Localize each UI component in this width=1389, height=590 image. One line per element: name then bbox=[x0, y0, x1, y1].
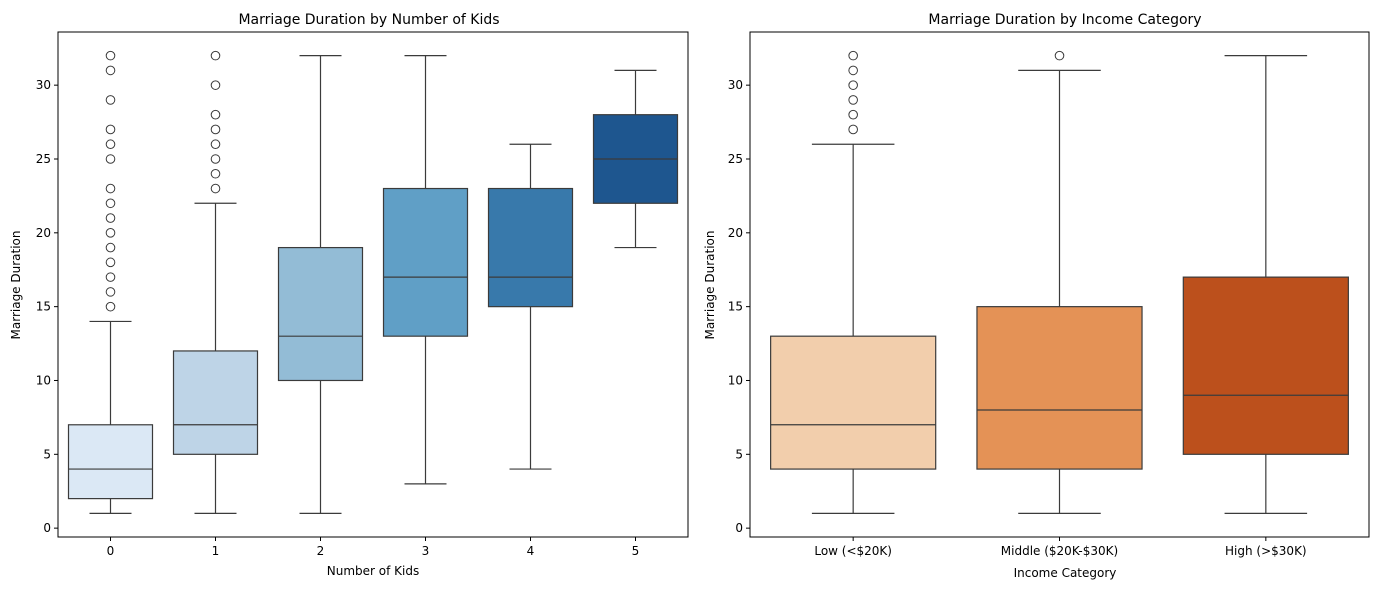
outlier-point bbox=[105, 228, 116, 238]
outlier-point bbox=[105, 183, 116, 194]
box-iqr bbox=[172, 350, 259, 455]
outlier-point bbox=[848, 65, 858, 76]
outlier-point bbox=[210, 80, 221, 90]
y-tick-label: 25 bbox=[728, 152, 743, 166]
y-tick-label: 20 bbox=[36, 226, 51, 240]
y-tick-label: 20 bbox=[728, 226, 743, 240]
y-tick-label: 15 bbox=[36, 300, 51, 314]
box-iqr bbox=[1182, 276, 1349, 455]
y-tick-label: 0 bbox=[735, 521, 743, 535]
chart-title: Marriage Duration by Number of Kids bbox=[238, 12, 499, 28]
box-iqr bbox=[487, 187, 574, 308]
income-boxplot-panel: Marriage Duration by Income Category Inc… bbox=[703, 12, 1370, 580]
outlier-point bbox=[848, 95, 858, 105]
y-tick-label: 0 bbox=[43, 521, 51, 535]
outlier-point bbox=[210, 109, 221, 120]
x-tick-label: 1 bbox=[212, 544, 220, 558]
y-axis-label: Marriage Duration bbox=[9, 231, 23, 340]
outlier-point bbox=[105, 272, 116, 282]
x-tick-label: 5 bbox=[632, 544, 640, 558]
y-tick-label: 25 bbox=[36, 152, 51, 166]
y-axis-label: Marriage Duration bbox=[703, 231, 717, 340]
outlier-point bbox=[105, 139, 116, 150]
outlier-point bbox=[105, 242, 116, 253]
x-tick-label: 4 bbox=[527, 544, 535, 558]
x-tick-label: Low (<$20K) bbox=[814, 544, 892, 558]
y-tick-label: 10 bbox=[36, 373, 51, 387]
outlier-point bbox=[105, 95, 116, 105]
y-tick-label: 15 bbox=[728, 300, 743, 314]
plot-frame bbox=[57, 31, 689, 538]
outlier-point bbox=[105, 213, 116, 223]
outlier-point bbox=[848, 80, 858, 90]
kids-boxplot-panel: Marriage Duration by Number of Kids Numb… bbox=[9, 12, 689, 578]
outlier-point bbox=[210, 183, 221, 194]
y-tick-label: 30 bbox=[36, 78, 51, 92]
box-iqr bbox=[277, 246, 364, 382]
outlier-point bbox=[848, 124, 858, 135]
x-axis-label: Number of Kids bbox=[327, 564, 419, 578]
box-iqr bbox=[976, 306, 1143, 470]
outlier-point bbox=[105, 124, 116, 135]
box-iqr bbox=[770, 335, 937, 470]
x-tick-label: 2 bbox=[317, 544, 325, 558]
outlier-point bbox=[848, 50, 858, 61]
outlier-point bbox=[105, 287, 116, 297]
outlier-point bbox=[210, 154, 221, 164]
outlier-point bbox=[105, 65, 116, 76]
outlier-point bbox=[210, 168, 221, 179]
outlier-point bbox=[105, 198, 116, 209]
chart-title: Marriage Duration by Income Category bbox=[928, 12, 1201, 28]
box-iqr bbox=[382, 187, 469, 337]
outlier-point bbox=[210, 124, 221, 135]
outlier-point bbox=[105, 257, 116, 268]
x-axis-label: Income Category bbox=[1014, 566, 1117, 580]
outlier-point bbox=[210, 139, 221, 150]
x-tick-label: 0 bbox=[107, 544, 115, 558]
y-tick-label: 5 bbox=[735, 447, 743, 461]
outlier-point bbox=[105, 50, 116, 61]
x-tick-label: 3 bbox=[422, 544, 430, 558]
outlier-point bbox=[105, 154, 116, 164]
outlier-point bbox=[210, 50, 221, 61]
y-tick-label: 5 bbox=[43, 447, 51, 461]
x-tick-label: High (>$30K) bbox=[1225, 544, 1307, 558]
outlier-point bbox=[848, 109, 858, 120]
y-tick-label: 30 bbox=[728, 78, 743, 92]
outlier-point bbox=[1054, 50, 1065, 61]
outlier-point bbox=[105, 301, 116, 312]
box-iqr bbox=[67, 424, 154, 500]
x-tick-label: Middle ($20K-$30K) bbox=[1001, 544, 1118, 558]
y-tick-label: 10 bbox=[728, 373, 743, 387]
plot-frame bbox=[749, 31, 1370, 538]
